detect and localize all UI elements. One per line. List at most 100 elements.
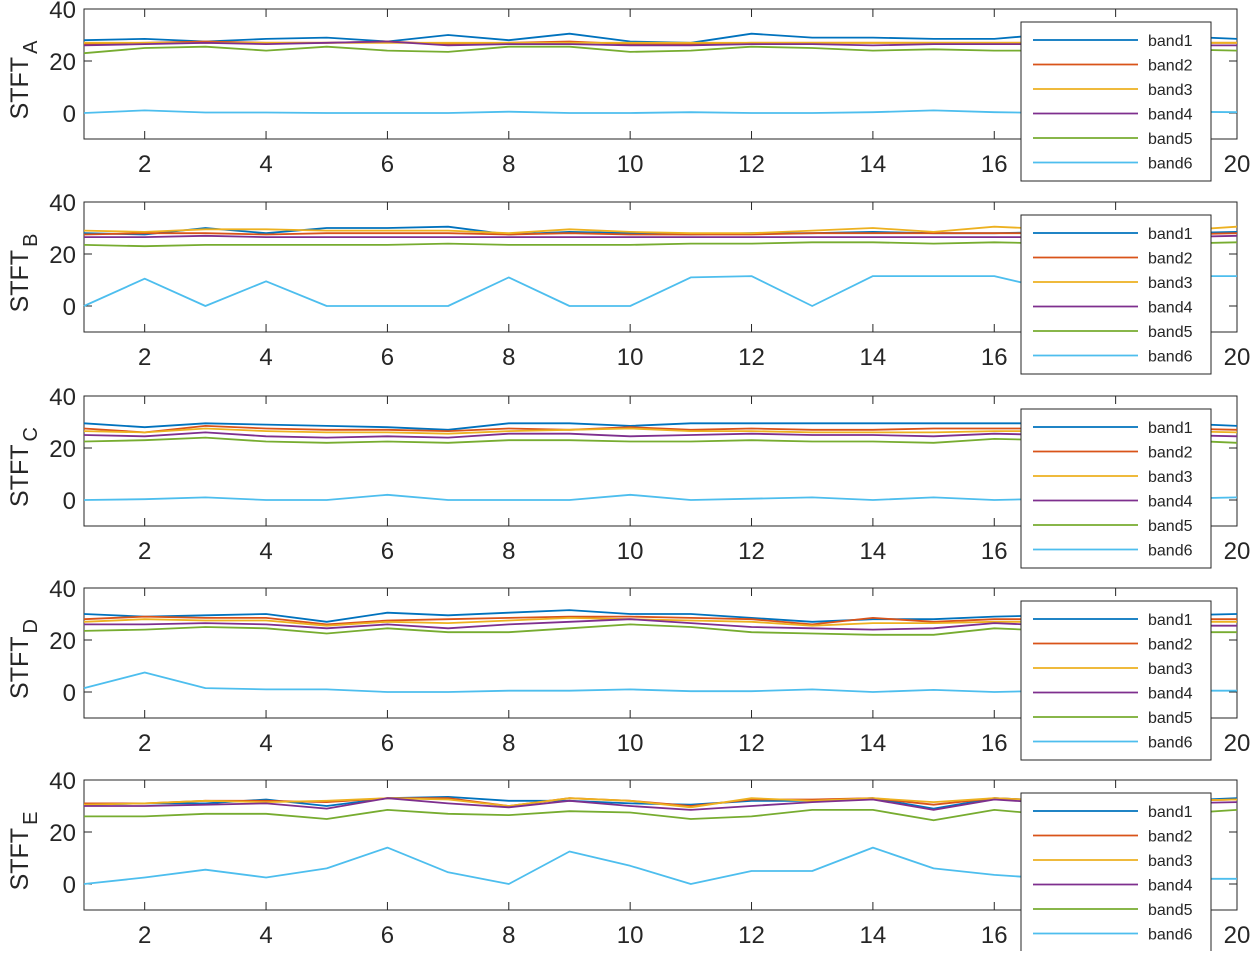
y-tick-label: 0 xyxy=(63,680,76,707)
y-axis-label-subscript: C xyxy=(20,427,42,441)
y-axis-label: STFT C xyxy=(6,427,42,507)
legend-label-band6: band6 xyxy=(1148,349,1193,366)
legend-label-band6: band6 xyxy=(1148,543,1193,560)
x-tick-label: 10 xyxy=(617,922,644,949)
legend-label-band2: band2 xyxy=(1148,637,1193,654)
legend-label-band5: band5 xyxy=(1148,131,1193,148)
y-tick-label: 0 xyxy=(63,488,76,515)
y-tick-label: 40 xyxy=(49,576,76,603)
legend-label-band4: band4 xyxy=(1148,300,1193,317)
x-tick-label: 12 xyxy=(738,922,765,949)
legend-label-band6: band6 xyxy=(1148,927,1193,944)
y-tick-label: 20 xyxy=(49,820,76,847)
y-axis-label-main: STFT xyxy=(6,828,34,891)
y-tick-label: 40 xyxy=(49,768,76,795)
y-axis-label-subscript: A xyxy=(20,40,42,54)
legend-box xyxy=(1020,408,1212,569)
legend-label-band4: band4 xyxy=(1148,494,1193,511)
legend: band1 band2 band3 band4 band5 band6 xyxy=(1020,792,1212,953)
legend-label-band5: band5 xyxy=(1148,710,1193,727)
y-axis-label-main: STFT xyxy=(6,57,34,120)
y-axis-label-main: STFT xyxy=(6,444,34,507)
legend-label-band1: band1 xyxy=(1148,804,1193,821)
y-tick-label: 40 xyxy=(49,190,76,217)
y-axis-label: STFT B xyxy=(6,234,42,313)
x-tick-label: 8 xyxy=(502,922,515,949)
legend-label-band6: band6 xyxy=(1148,156,1193,173)
x-tick-label: 14 xyxy=(860,922,887,949)
x-tick-label: 10 xyxy=(617,538,644,565)
x-tick-label: 16 xyxy=(981,730,1008,757)
x-tick-label: 20 xyxy=(1224,151,1250,178)
x-tick-label: 16 xyxy=(981,344,1008,371)
x-tick-label: 2 xyxy=(138,730,151,757)
x-tick-label: 8 xyxy=(502,730,515,757)
x-tick-label: 12 xyxy=(738,730,765,757)
x-tick-label: 2 xyxy=(138,922,151,949)
y-axis-label: STFT D xyxy=(6,619,42,699)
legend-label-band3: band3 xyxy=(1148,82,1193,99)
legend-label-band3: band3 xyxy=(1148,661,1193,678)
x-tick-label: 16 xyxy=(981,538,1008,565)
x-tick-label: 16 xyxy=(981,151,1008,178)
legend: band1 band2 band3 band4 band5 band6 xyxy=(1020,21,1212,182)
legend-label-band5: band5 xyxy=(1148,902,1193,919)
x-tick-label: 20 xyxy=(1224,730,1250,757)
x-tick-label: 14 xyxy=(860,151,887,178)
x-tick-label: 20 xyxy=(1224,922,1250,949)
y-tick-label: 0 xyxy=(63,101,76,128)
x-tick-label: 12 xyxy=(738,151,765,178)
legend-box xyxy=(1020,600,1212,761)
y-axis-label-subscript: D xyxy=(20,619,42,633)
x-tick-label: 14 xyxy=(860,538,887,565)
x-tick-label: 20 xyxy=(1224,538,1250,565)
legend-label-band2: band2 xyxy=(1148,58,1193,75)
legend-box xyxy=(1020,214,1212,375)
x-tick-label: 8 xyxy=(502,538,515,565)
x-tick-label: 8 xyxy=(502,151,515,178)
x-tick-label: 8 xyxy=(502,344,515,371)
x-tick-label: 14 xyxy=(860,344,887,371)
legend-label-band4: band4 xyxy=(1148,878,1193,895)
legend-label-band3: band3 xyxy=(1148,853,1193,870)
y-axis-label-main: STFT xyxy=(6,636,34,699)
x-tick-label: 6 xyxy=(381,922,394,949)
legend: band1 band2 band3 band4 band5 band6 xyxy=(1020,214,1212,375)
y-axis-label-subscript: E xyxy=(20,812,42,825)
y-axis-label-subscript: B xyxy=(20,234,42,247)
x-tick-label: 10 xyxy=(617,151,644,178)
y-tick-label: 20 xyxy=(49,242,76,269)
y-axis-label-main: STFT xyxy=(6,250,34,313)
legend-label-band3: band3 xyxy=(1148,469,1193,486)
x-tick-label: 6 xyxy=(381,538,394,565)
legend-label-band2: band2 xyxy=(1148,251,1193,268)
x-tick-label: 14 xyxy=(860,730,887,757)
y-tick-label: 20 xyxy=(49,628,76,655)
x-tick-label: 10 xyxy=(617,730,644,757)
x-tick-label: 12 xyxy=(738,538,765,565)
x-tick-label: 6 xyxy=(381,151,394,178)
y-tick-label: 40 xyxy=(49,0,76,24)
legend: band1 band2 band3 band4 band5 band6 xyxy=(1020,408,1212,569)
legend-box xyxy=(1020,21,1212,182)
y-tick-label: 0 xyxy=(63,294,76,321)
legend-label-band4: band4 xyxy=(1148,107,1193,124)
legend-label-band4: band4 xyxy=(1148,686,1193,703)
legend-label-band5: band5 xyxy=(1148,324,1193,341)
x-tick-label: 6 xyxy=(381,730,394,757)
legend-label-band2: band2 xyxy=(1148,829,1193,846)
x-tick-label: 4 xyxy=(259,538,272,565)
x-tick-label: 10 xyxy=(617,344,644,371)
x-tick-label: 4 xyxy=(259,730,272,757)
legend-label-band5: band5 xyxy=(1148,518,1193,535)
legend-label-band2: band2 xyxy=(1148,445,1193,462)
x-tick-label: 2 xyxy=(138,344,151,371)
x-tick-label: 4 xyxy=(259,344,272,371)
x-tick-label: 2 xyxy=(138,151,151,178)
legend-label-band6: band6 xyxy=(1148,735,1193,752)
x-tick-label: 4 xyxy=(259,922,272,949)
